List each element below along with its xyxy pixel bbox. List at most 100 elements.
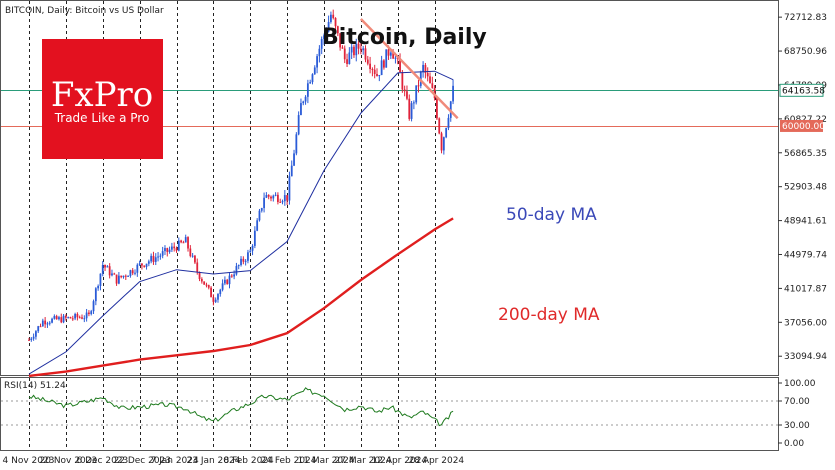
- candle-body: [309, 82, 312, 84]
- candle-body: [67, 317, 70, 319]
- candle-body: [106, 266, 109, 268]
- logo-brand: FxPro: [51, 75, 153, 115]
- candle-body: [260, 208, 263, 211]
- candle-body: [288, 176, 291, 201]
- x-tick-label: 20 Nov 2023: [40, 456, 98, 466]
- candle-body: [392, 52, 395, 59]
- candle-body: [39, 326, 42, 328]
- candle-body: [304, 96, 307, 102]
- candle-body: [78, 317, 81, 319]
- y-tick-label: 60827.22: [784, 115, 827, 125]
- candle-body: [256, 220, 259, 231]
- candle-body: [191, 255, 194, 257]
- candle-body: [161, 251, 164, 256]
- trendline: [359, 18, 459, 120]
- candle-body: [385, 49, 388, 68]
- candle-body: [306, 83, 309, 97]
- candle-body: [415, 85, 418, 103]
- candle-body: [235, 266, 238, 275]
- candle-body: [341, 47, 344, 49]
- candle-body: [71, 318, 74, 320]
- x-tick-label: 7 Jan 2024: [151, 456, 199, 466]
- fxpro-logo: FxPro Trade Like a Pro: [42, 39, 163, 159]
- candle-body: [184, 237, 187, 243]
- candle-body: [104, 264, 106, 268]
- current-price-tag-box: [779, 83, 824, 97]
- x-tick-label: 6 Dec 2023: [77, 456, 129, 466]
- level-price-value: 60000.00: [782, 122, 825, 132]
- candle-body: [267, 195, 270, 197]
- candle-body: [346, 59, 348, 64]
- candle-body: [364, 48, 367, 60]
- rsi-tick-label: 70.00: [784, 397, 810, 407]
- candle-body: [371, 69, 374, 71]
- candle-body: [41, 320, 44, 327]
- candle-body: [115, 274, 118, 284]
- logo-background: [42, 39, 163, 159]
- level-price-tag-box: [780, 119, 823, 132]
- candle-body: [60, 317, 63, 323]
- candle-body: [253, 230, 256, 246]
- x-tick-label: 27 Mar 2024: [335, 456, 392, 466]
- candle-body: [221, 283, 224, 290]
- candle-body: [187, 237, 189, 249]
- candle-body: [90, 311, 93, 315]
- candle-body: [339, 33, 342, 48]
- candle-body: [30, 338, 33, 340]
- x-tick-label: 24 Feb 2024: [261, 456, 317, 466]
- candle-body: [28, 339, 30, 341]
- candle-body: [373, 69, 376, 74]
- candle-body: [327, 21, 330, 32]
- y-tick-label: 41017.87: [784, 284, 827, 294]
- candle-body: [51, 318, 53, 323]
- y-tick-label: 33094.94: [784, 352, 827, 362]
- candle-body: [108, 266, 111, 276]
- candle-body: [173, 246, 176, 249]
- level-price-tag: 60000.00: [780, 119, 825, 132]
- candle-body: [350, 46, 353, 53]
- price-candles: [28, 9, 454, 342]
- candle-body: [131, 270, 134, 274]
- candle-body: [274, 194, 277, 196]
- candle-body: [170, 246, 173, 250]
- candle-body: [134, 272, 136, 274]
- candle-body: [442, 137, 445, 151]
- candle-body: [426, 72, 429, 77]
- candle-body: [330, 14, 332, 22]
- candle-body: [230, 275, 233, 277]
- candle-body: [117, 275, 120, 284]
- chart-title: Bitcoin, Daily: [322, 25, 487, 50]
- candle-body: [270, 196, 272, 199]
- rsi-tick-label: 100.00: [784, 379, 816, 389]
- x-tick-label: 11 Mar 2024: [298, 456, 355, 466]
- candle-body: [300, 103, 302, 116]
- x-tick-label: 12 Apr 2024: [372, 456, 428, 466]
- candle-body: [233, 274, 236, 277]
- candle-body: [408, 98, 411, 119]
- candle-body: [99, 273, 102, 286]
- candle-body: [353, 46, 355, 56]
- candle-body: [389, 52, 392, 56]
- ma200-line: [28, 217, 454, 378]
- candle-body: [83, 318, 86, 320]
- candle-body: [129, 270, 132, 276]
- candle-body: [366, 59, 369, 64]
- candle-body: [154, 257, 157, 262]
- candle-body: [281, 201, 284, 203]
- candle-body: [440, 133, 443, 151]
- candle-body: [417, 85, 420, 87]
- candle-body: [226, 279, 229, 285]
- candle-body: [136, 264, 139, 273]
- candle-body: [332, 14, 335, 18]
- candle-body: [383, 60, 385, 68]
- candle-body: [334, 17, 337, 27]
- candle-body: [166, 248, 169, 252]
- vertical-grid: [29, 1, 436, 450]
- candle-body: [152, 255, 155, 262]
- candle-body: [101, 264, 104, 274]
- candle-body: [293, 153, 295, 166]
- candle-body: [219, 289, 222, 295]
- candle-body: [295, 134, 298, 154]
- candle-body: [92, 301, 95, 312]
- candle-body: [150, 255, 153, 262]
